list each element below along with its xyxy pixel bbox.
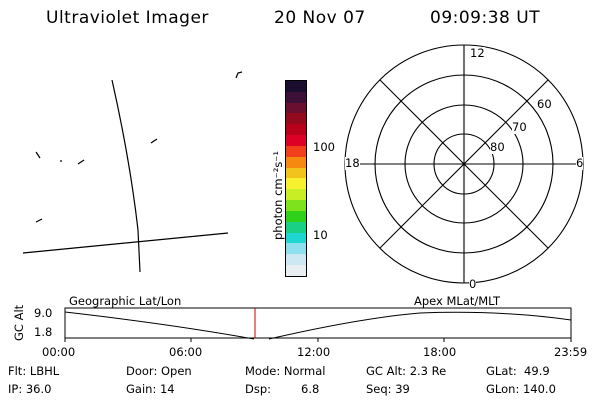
colorbar-unit-label: photon cm⁻²s⁻¹ xyxy=(271,151,285,240)
info-ip: IP: 36.0 xyxy=(8,382,52,396)
timeline-ytick-low: 1.8 xyxy=(34,325,53,339)
coastline-fragment xyxy=(35,151,41,159)
coastline-fragment xyxy=(77,159,85,165)
info-door: Door: Open xyxy=(126,364,192,378)
timeline-ytick-high: 9.0 xyxy=(34,306,53,320)
colorbar-segment xyxy=(286,232,306,244)
colorbar-segment xyxy=(286,102,306,114)
polar-label-dawn: 6 xyxy=(576,156,584,170)
info-glat: GLat: 49.9 xyxy=(486,364,550,378)
polar-lat-label-70: 70 xyxy=(512,120,527,134)
colorbar-segment xyxy=(286,167,306,179)
colorbar-segment xyxy=(286,81,306,92)
timeline-xtick-label: 23:59 xyxy=(554,345,588,359)
colorbar-segment xyxy=(286,243,306,255)
colorbar-segment xyxy=(286,200,306,211)
info-gc-alt: GC Alt: 2.3 Re xyxy=(366,364,447,378)
timeline-xtick-label: 12:00 xyxy=(297,345,331,359)
info-gain: Gain: 14 xyxy=(126,382,175,396)
timeline-plot xyxy=(64,307,572,342)
polar-lat-label-60: 60 xyxy=(537,97,552,111)
polar-label-dusk: 18 xyxy=(345,156,360,170)
coastline-fragment xyxy=(150,138,158,144)
timeline-xtick-label: 18:00 xyxy=(423,345,457,359)
header-time: 09:09:38 UT xyxy=(430,8,541,28)
info-seq: Seq: 39 xyxy=(366,382,410,396)
info-dsp-label: Dsp: xyxy=(245,382,272,396)
colorbar-segment xyxy=(286,265,306,276)
coastline-fragment xyxy=(35,218,43,223)
colorbar-segment xyxy=(286,156,306,168)
timeline-left-title: Geographic Lat/Lon xyxy=(69,294,182,308)
coastline-curve xyxy=(111,79,141,273)
app-title: Ultraviolet Imager xyxy=(46,8,209,28)
coastline-fragment xyxy=(235,71,243,79)
colorbar-tick-10: 10 xyxy=(313,228,328,242)
colorbar-segment xyxy=(286,178,306,190)
timeline-altitude-curve xyxy=(64,311,572,340)
info-glon: GLon: 140.0 xyxy=(486,382,556,396)
timeline-xtick-label: 06:00 xyxy=(169,345,203,359)
timeline-frame xyxy=(64,307,572,339)
colorbar-segment xyxy=(286,91,306,103)
polar-lat-label-80: 80 xyxy=(490,140,505,154)
timeline-xtick-label: 00:00 xyxy=(42,345,76,359)
colorbar-segment xyxy=(286,210,306,222)
polar-plot xyxy=(344,44,584,284)
info-dsp-value: 6.8 xyxy=(301,382,320,396)
colorbar xyxy=(285,80,307,277)
polar-label-noon: 12 xyxy=(470,46,485,60)
colorbar-segment xyxy=(286,124,306,136)
colorbar-segment xyxy=(286,145,306,157)
colorbar-tick-100: 100 xyxy=(313,140,335,154)
colorbar-segment xyxy=(286,221,306,233)
colorbar-segment xyxy=(286,135,306,146)
info-filter: Flt: LBHL xyxy=(8,364,60,378)
colorbar-segment xyxy=(286,254,306,266)
latitude-line xyxy=(22,232,229,254)
colorbar-segment xyxy=(286,113,306,125)
colorbar-segment xyxy=(286,189,306,201)
timeline-right-title: Apex MLat/MLT xyxy=(414,294,501,308)
polar-label-midnight: 0 xyxy=(469,277,477,291)
info-mode: Mode: Normal xyxy=(245,364,326,378)
polar-diagonal xyxy=(379,79,549,249)
header-date: 20 Nov 07 xyxy=(274,8,366,28)
